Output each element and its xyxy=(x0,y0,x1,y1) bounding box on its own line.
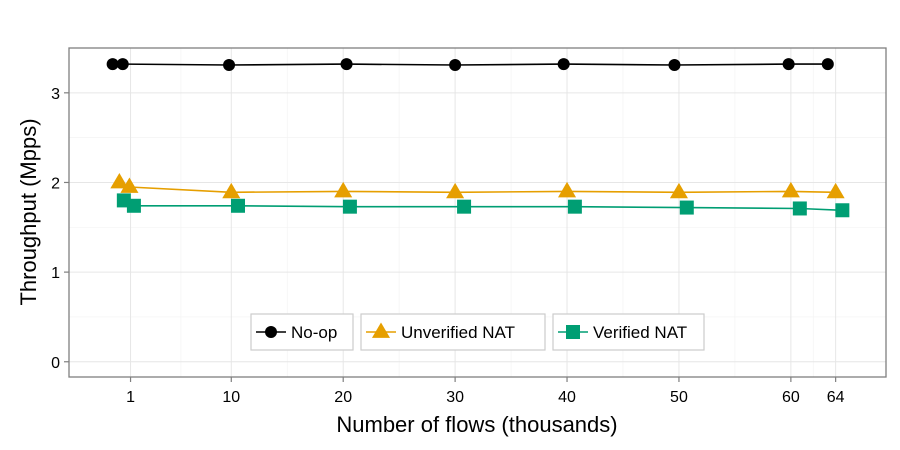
series-no-op xyxy=(106,58,834,72)
legend-item-unverified-nat: Unverified NAT xyxy=(360,313,546,351)
legend-label: No-op xyxy=(291,323,337,342)
legend-label: Unverified NAT xyxy=(401,323,515,342)
x-tick-label: 20 xyxy=(334,389,352,406)
x-tick-label: 1 xyxy=(126,389,135,406)
grid-minor xyxy=(69,48,886,377)
axis-ticks: 0 1 2 3 1 10 20 30 40 50 60 64 xyxy=(51,86,845,406)
data-point-unverified-nat xyxy=(669,182,688,199)
data-point-unverified-nat xyxy=(334,181,353,198)
x-tick-label: 50 xyxy=(670,389,688,406)
data-point-unverified-nat xyxy=(446,182,465,199)
data-point-unverified-nat xyxy=(110,172,129,189)
series-line-no-op xyxy=(112,63,828,66)
legend-key-marker xyxy=(265,326,277,338)
y-tick-label: 3 xyxy=(51,86,60,103)
data-point-verified-nat xyxy=(679,200,694,215)
y-tick-label: 1 xyxy=(51,265,60,282)
legend-item-box xyxy=(250,313,354,351)
legend: No-op Unverified NAT Verified NAT xyxy=(250,313,705,351)
x-tick-label: 64 xyxy=(827,389,845,406)
data-point-unverified-nat xyxy=(826,182,845,199)
data-point-no-op xyxy=(449,59,462,72)
data-point-verified-nat xyxy=(457,199,472,214)
data-point-unverified-nat xyxy=(120,177,139,193)
legend-item-verified-nat: Verified NAT xyxy=(552,313,705,351)
x-tick-label: 10 xyxy=(222,389,240,406)
y-axis-title: Throughput (Mpps) xyxy=(16,118,41,305)
data-point-no-op xyxy=(668,59,681,72)
data-point-verified-nat xyxy=(835,203,850,218)
data-point-no-op xyxy=(782,58,795,71)
data-point-no-op xyxy=(116,58,129,71)
x-axis-title: Number of flows (thousands) xyxy=(336,412,617,437)
data-point-no-op xyxy=(340,58,353,71)
data-point-verified-nat xyxy=(342,199,357,214)
legend-item-no-op: No-op xyxy=(250,313,354,351)
data-point-no-op xyxy=(557,58,570,71)
y-tick-label: 2 xyxy=(51,175,60,192)
data-point-unverified-nat xyxy=(558,181,577,198)
legend-key-marker xyxy=(371,322,391,338)
data-point-verified-nat xyxy=(567,199,582,214)
y-tick-label: 0 xyxy=(51,355,60,372)
legend-key-marker xyxy=(566,325,580,339)
data-point-unverified-nat xyxy=(222,182,241,199)
data-point-verified-nat xyxy=(126,198,141,213)
x-tick-label: 40 xyxy=(558,389,576,406)
data-point-no-op xyxy=(106,58,119,71)
series-unverified-nat xyxy=(110,172,845,199)
data-point-verified-nat xyxy=(230,198,245,213)
series-layer xyxy=(106,58,850,218)
data-point-unverified-nat xyxy=(781,181,800,198)
x-tick-label: 60 xyxy=(782,389,800,406)
series-verified-nat xyxy=(116,193,850,218)
legend-label: Verified NAT xyxy=(593,323,687,342)
data-point-no-op xyxy=(821,58,834,71)
data-point-no-op xyxy=(223,59,236,72)
plot-border xyxy=(68,47,887,378)
data-point-verified-nat xyxy=(792,201,807,216)
x-tick-label: 30 xyxy=(446,389,464,406)
